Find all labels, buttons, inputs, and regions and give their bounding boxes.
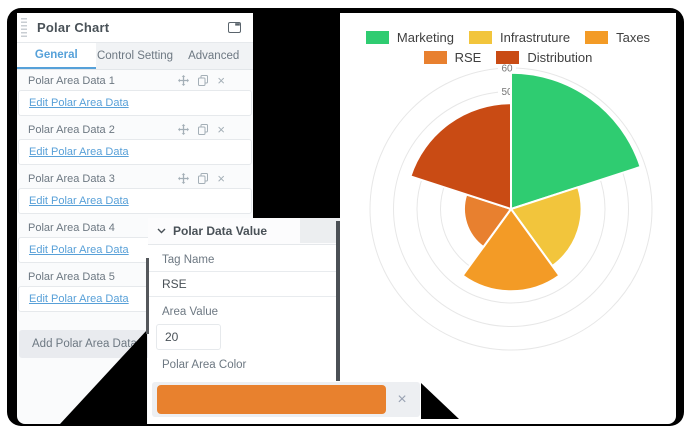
close-icon[interactable]: × — [217, 170, 225, 186]
repeater-item-icons: × — [178, 72, 225, 88]
chevron-down-icon — [157, 228, 166, 234]
repeater-item: Polar Area Data 1 × Edit Polar Area Data — [17, 73, 253, 116]
polar-wedge-marketing — [510, 71, 642, 210]
legend-label: RSE — [454, 50, 482, 65]
legend-swatch-icon — [469, 31, 492, 44]
tag-name-input[interactable] — [148, 271, 340, 297]
legend-swatch-icon — [423, 51, 447, 64]
color-swatch-bar[interactable] — [157, 385, 386, 414]
repeater-item-header[interactable]: Polar Area Data 3 × — [17, 171, 253, 186]
repeater-item-header[interactable]: Polar Area Data 2 × — [17, 122, 253, 137]
close-icon[interactable]: × — [217, 72, 225, 88]
repeater-item-header[interactable]: Polar Area Data 1 × — [17, 73, 253, 88]
move-icon[interactable] — [178, 75, 190, 86]
panel-tabs: General Control Setting Advanced — [17, 43, 253, 70]
polar-wedge-rse — [463, 193, 512, 249]
panel-header: Polar Chart — [17, 13, 253, 43]
repeater-item-title: Polar Area Data 1 — [28, 74, 115, 87]
area-value-input[interactable] — [156, 324, 221, 350]
popup-header-gray-segment — [300, 218, 340, 243]
repeater-item: Polar Area Data 2 × Edit Polar Area Data — [17, 122, 253, 165]
move-icon[interactable] — [178, 124, 190, 135]
popup-header[interactable]: Polar Data Value — [148, 218, 340, 245]
legend-item-marketing[interactable]: Marketing — [365, 30, 454, 45]
polar-chart-svg: 60 50 — [369, 62, 653, 351]
polar-area-color-label: Polar Area Color — [162, 359, 247, 371]
polar-wedge-infrastruture — [510, 186, 583, 268]
legend-item-rse[interactable]: RSE — [423, 50, 482, 65]
chart-preview-area: 60 50 Marketing Infrastruture Taxes RSE Distr… — [340, 13, 676, 424]
repeater-item-title: Polar Area Data 2 — [28, 123, 115, 136]
tick-backdrop — [498, 62, 516, 74]
chart-legend: Marketing Infrastruture Taxes RSE Distributi… — [340, 30, 676, 65]
repeater-item-title: Polar Area Data 3 — [28, 172, 115, 185]
legend-item-distribution[interactable]: Distribution — [496, 50, 592, 65]
tab-general[interactable]: General — [17, 43, 96, 69]
polar-data-value-popup: Polar Data Value Tag Name Area Value Pol… — [148, 218, 420, 424]
popup-right-scrollbar[interactable] — [336, 221, 340, 381]
black-backdrop: Polar Chart General Control Setting Advanc… — [7, 8, 684, 426]
legend-label: Infrastruture — [500, 30, 571, 45]
tag-name-label: Tag Name — [162, 254, 215, 266]
edit-polar-area-data-link[interactable]: Edit Polar Area Data — [29, 293, 129, 305]
legend-label: Marketing — [396, 30, 454, 45]
polar-wedge-distribution — [409, 102, 512, 210]
clear-color-icon[interactable]: × — [397, 390, 407, 408]
edit-polar-area-data-link[interactable]: Edit Polar Area Data — [29, 97, 129, 109]
repeater-item-card: Edit Polar Area Data — [18, 188, 252, 214]
legend-item-taxes[interactable]: Taxes — [585, 30, 650, 45]
legend-label: Taxes — [616, 30, 651, 45]
legend-label: Distribution — [527, 50, 593, 65]
duplicate-icon[interactable] — [198, 124, 209, 135]
repeater-item: Polar Area Data 3 × Edit Polar Area Data — [17, 171, 253, 214]
edit-polar-area-data-link[interactable]: Edit Polar Area Data — [29, 195, 129, 207]
legend-swatch-icon — [496, 51, 520, 64]
edit-polar-area-data-link[interactable]: Edit Polar Area Data — [29, 244, 129, 256]
move-icon[interactable] — [178, 173, 190, 184]
color-picker-row: × — [152, 382, 420, 417]
tab-advanced[interactable]: Advanced — [188, 50, 240, 62]
repeater-item-card: Edit Polar Area Data — [18, 139, 252, 165]
repeater-list: Polar Area Data 1 × Edit Polar Area Data… — [17, 70, 253, 312]
popup-left-scrollbar[interactable] — [146, 258, 149, 334]
repeater-item-icons: × — [178, 121, 225, 137]
popup-title: Polar Data Value — [173, 224, 268, 238]
tab-control-setting[interactable]: Control Setting — [96, 50, 174, 62]
edit-polar-area-data-link[interactable]: Edit Polar Area Data — [29, 146, 129, 158]
legend-row: Marketing Infrastruture Taxes — [365, 30, 650, 45]
legend-item-infrastruture[interactable]: Infrastruture — [469, 30, 570, 45]
radial-tick-label: 60 — [501, 64, 513, 75]
drag-handle-icon[interactable] — [21, 17, 27, 38]
repeater-item-icons: × — [178, 170, 225, 186]
add-polar-area-data-button[interactable]: Add Polar Area Data — [19, 330, 150, 358]
legend-swatch-icon — [365, 31, 389, 44]
repeater-item-title: Polar Area Data 4 — [28, 221, 115, 234]
panel-title: Polar Chart — [37, 20, 110, 35]
area-value-label: Area Value — [162, 306, 219, 318]
repeater-item-card: Edit Polar Area Data — [18, 90, 252, 116]
duplicate-icon[interactable] — [198, 173, 209, 184]
legend-swatch-icon — [585, 31, 609, 44]
close-icon[interactable]: × — [217, 121, 225, 137]
repeater-item-title: Polar Area Data 5 — [28, 270, 115, 283]
polar-wedge-taxes — [461, 208, 561, 293]
window-icon[interactable] — [228, 22, 241, 33]
legend-row: RSE Distribution — [423, 50, 592, 65]
radial-tick-label: 50 — [501, 87, 513, 98]
duplicate-icon[interactable] — [198, 75, 209, 86]
